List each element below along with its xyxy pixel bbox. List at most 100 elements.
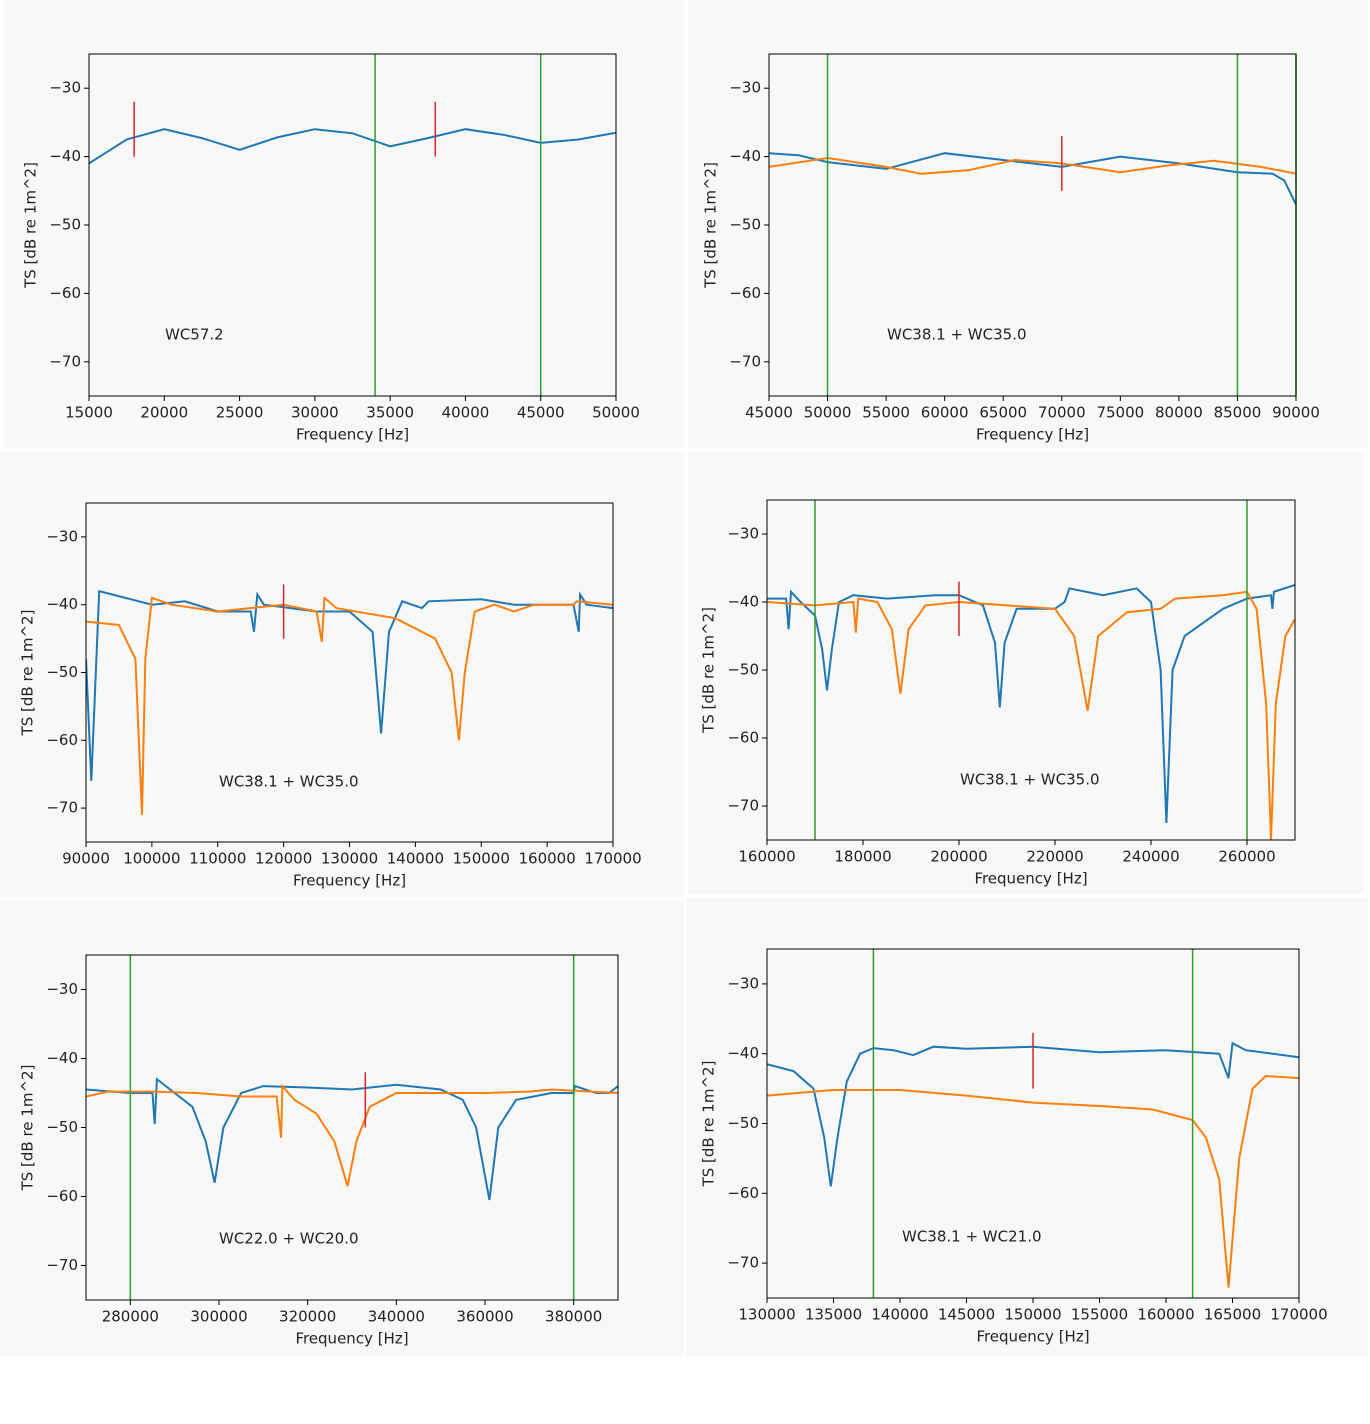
annotation: WC38.1 + WC35.0 [887,326,1027,344]
panel-bg [686,898,1368,1356]
x-tick-label: 320000 [279,1308,336,1326]
x-tick-label: 20000 [140,404,188,422]
panel-bg [688,0,1368,448]
x-tick-label: 60000 [921,404,969,422]
y-tick-label: −40 [49,147,81,165]
plot-frame [88,53,617,397]
x-tick-label: 45000 [517,404,565,422]
x-tick-label: 25000 [216,404,264,422]
x-tick-label: 170000 [584,850,641,868]
y-tick-label: −50 [46,1118,78,1136]
series-line [769,156,1296,175]
x-tick-label: 50000 [592,404,640,422]
x-tick-label: 80000 [1155,404,1203,422]
x-tick-label: 150000 [453,850,510,868]
y-tick-label: −70 [49,352,81,370]
y-tick-label: −70 [46,799,78,817]
x-tick-label: 90000 [62,850,110,868]
x-tick-label: 90000 [1272,404,1320,422]
x-tick-label: 170000 [1270,1306,1327,1324]
plot-frame [85,502,614,843]
annotation: WC38.1 + WC35.0 [219,773,359,791]
x-tick-label: 135000 [805,1306,862,1324]
series-line [86,1083,618,1187]
x-axis-label: Frequency [Hz] [293,872,406,890]
y-tick-label: −60 [49,284,81,302]
x-tick-label: 155000 [1071,1306,1128,1324]
x-tick-label: 15000 [65,404,113,422]
y-tick-label: −50 [46,663,78,681]
x-tick-label: 380000 [545,1308,602,1326]
x-tick-label: 70000 [1038,404,1086,422]
x-axis-label: Frequency [Hz] [976,1328,1089,1346]
y-tick-label: −70 [727,1254,759,1272]
y-tick-label: −40 [729,147,761,165]
panel-bg [0,900,684,1356]
y-tick-label: −50 [729,216,761,234]
x-tick-label: 130000 [321,850,378,868]
x-tick-label: 360000 [456,1308,513,1326]
y-axis-label: TS [dB re 1m^2] [700,1061,718,1188]
plot-frame [766,948,1300,1299]
y-tick-label: −40 [46,1049,78,1067]
y-tick-label: −30 [729,79,761,97]
x-tick-label: 200000 [930,848,987,866]
y-axis-label: TS [dB re 1m^2] [702,162,720,289]
x-tick-label: 50000 [804,404,852,422]
y-tick-label: −30 [727,974,759,992]
x-tick-label: 280000 [102,1308,159,1326]
y-tick-label: −40 [727,1044,759,1062]
y-tick-label: −70 [729,352,761,370]
plot-frame [768,53,1297,397]
x-axis-label: Frequency [Hz] [296,426,409,444]
x-tick-label: 65000 [979,404,1027,422]
y-tick-label: −30 [46,527,78,545]
x-tick-label: 30000 [291,404,339,422]
x-tick-label: 160000 [518,850,575,868]
series-line [767,584,1295,824]
x-tick-label: 165000 [1204,1306,1261,1324]
y-tick-label: −60 [727,1184,759,1202]
x-tick-label: 85000 [1214,404,1262,422]
y-tick-label: −60 [46,731,78,749]
x-tick-label: 75000 [1096,404,1144,422]
x-axis-label: Frequency [Hz] [974,870,1087,888]
panel-bg [0,452,684,897]
annotation: WC22.0 + WC20.0 [219,1230,359,1248]
series-line [89,128,616,165]
x-tick-label: 140000 [387,850,444,868]
series-line [86,595,613,815]
y-tick-label: −30 [727,525,759,543]
x-tick-label: 150000 [1004,1306,1061,1324]
annotation: WC57.2 [165,326,224,344]
panel-bg [688,452,1364,894]
x-tick-label: 130000 [738,1306,795,1324]
x-tick-label: 240000 [1122,848,1179,866]
x-tick-label: 340000 [368,1308,425,1326]
y-tick-label: −40 [46,595,78,613]
annotation: WC38.1 + WC35.0 [960,771,1100,789]
x-tick-label: 35000 [366,404,414,422]
x-tick-label: 160000 [1137,1306,1194,1324]
y-tick-label: −70 [727,797,759,815]
x-tick-label: 140000 [871,1306,928,1324]
x-tick-label: 180000 [834,848,891,866]
panel-bg [4,0,684,448]
x-tick-label: 55000 [862,404,910,422]
x-tick-label: 45000 [745,404,793,422]
x-tick-label: 40000 [442,404,490,422]
y-tick-label: −60 [729,284,761,302]
annotation: WC38.1 + WC21.0 [902,1228,1042,1246]
y-axis-label: TS [dB re 1m^2] [19,610,37,737]
y-tick-label: −40 [727,593,759,611]
plot-frame [85,954,619,1301]
x-tick-label: 110000 [189,850,246,868]
y-tick-label: −70 [46,1256,78,1274]
y-axis-label: TS [dB re 1m^2] [19,1065,37,1192]
series-line [767,590,1295,840]
plot-frame [766,499,1296,841]
x-tick-label: 300000 [190,1308,247,1326]
x-axis-label: Frequency [Hz] [976,426,1089,444]
